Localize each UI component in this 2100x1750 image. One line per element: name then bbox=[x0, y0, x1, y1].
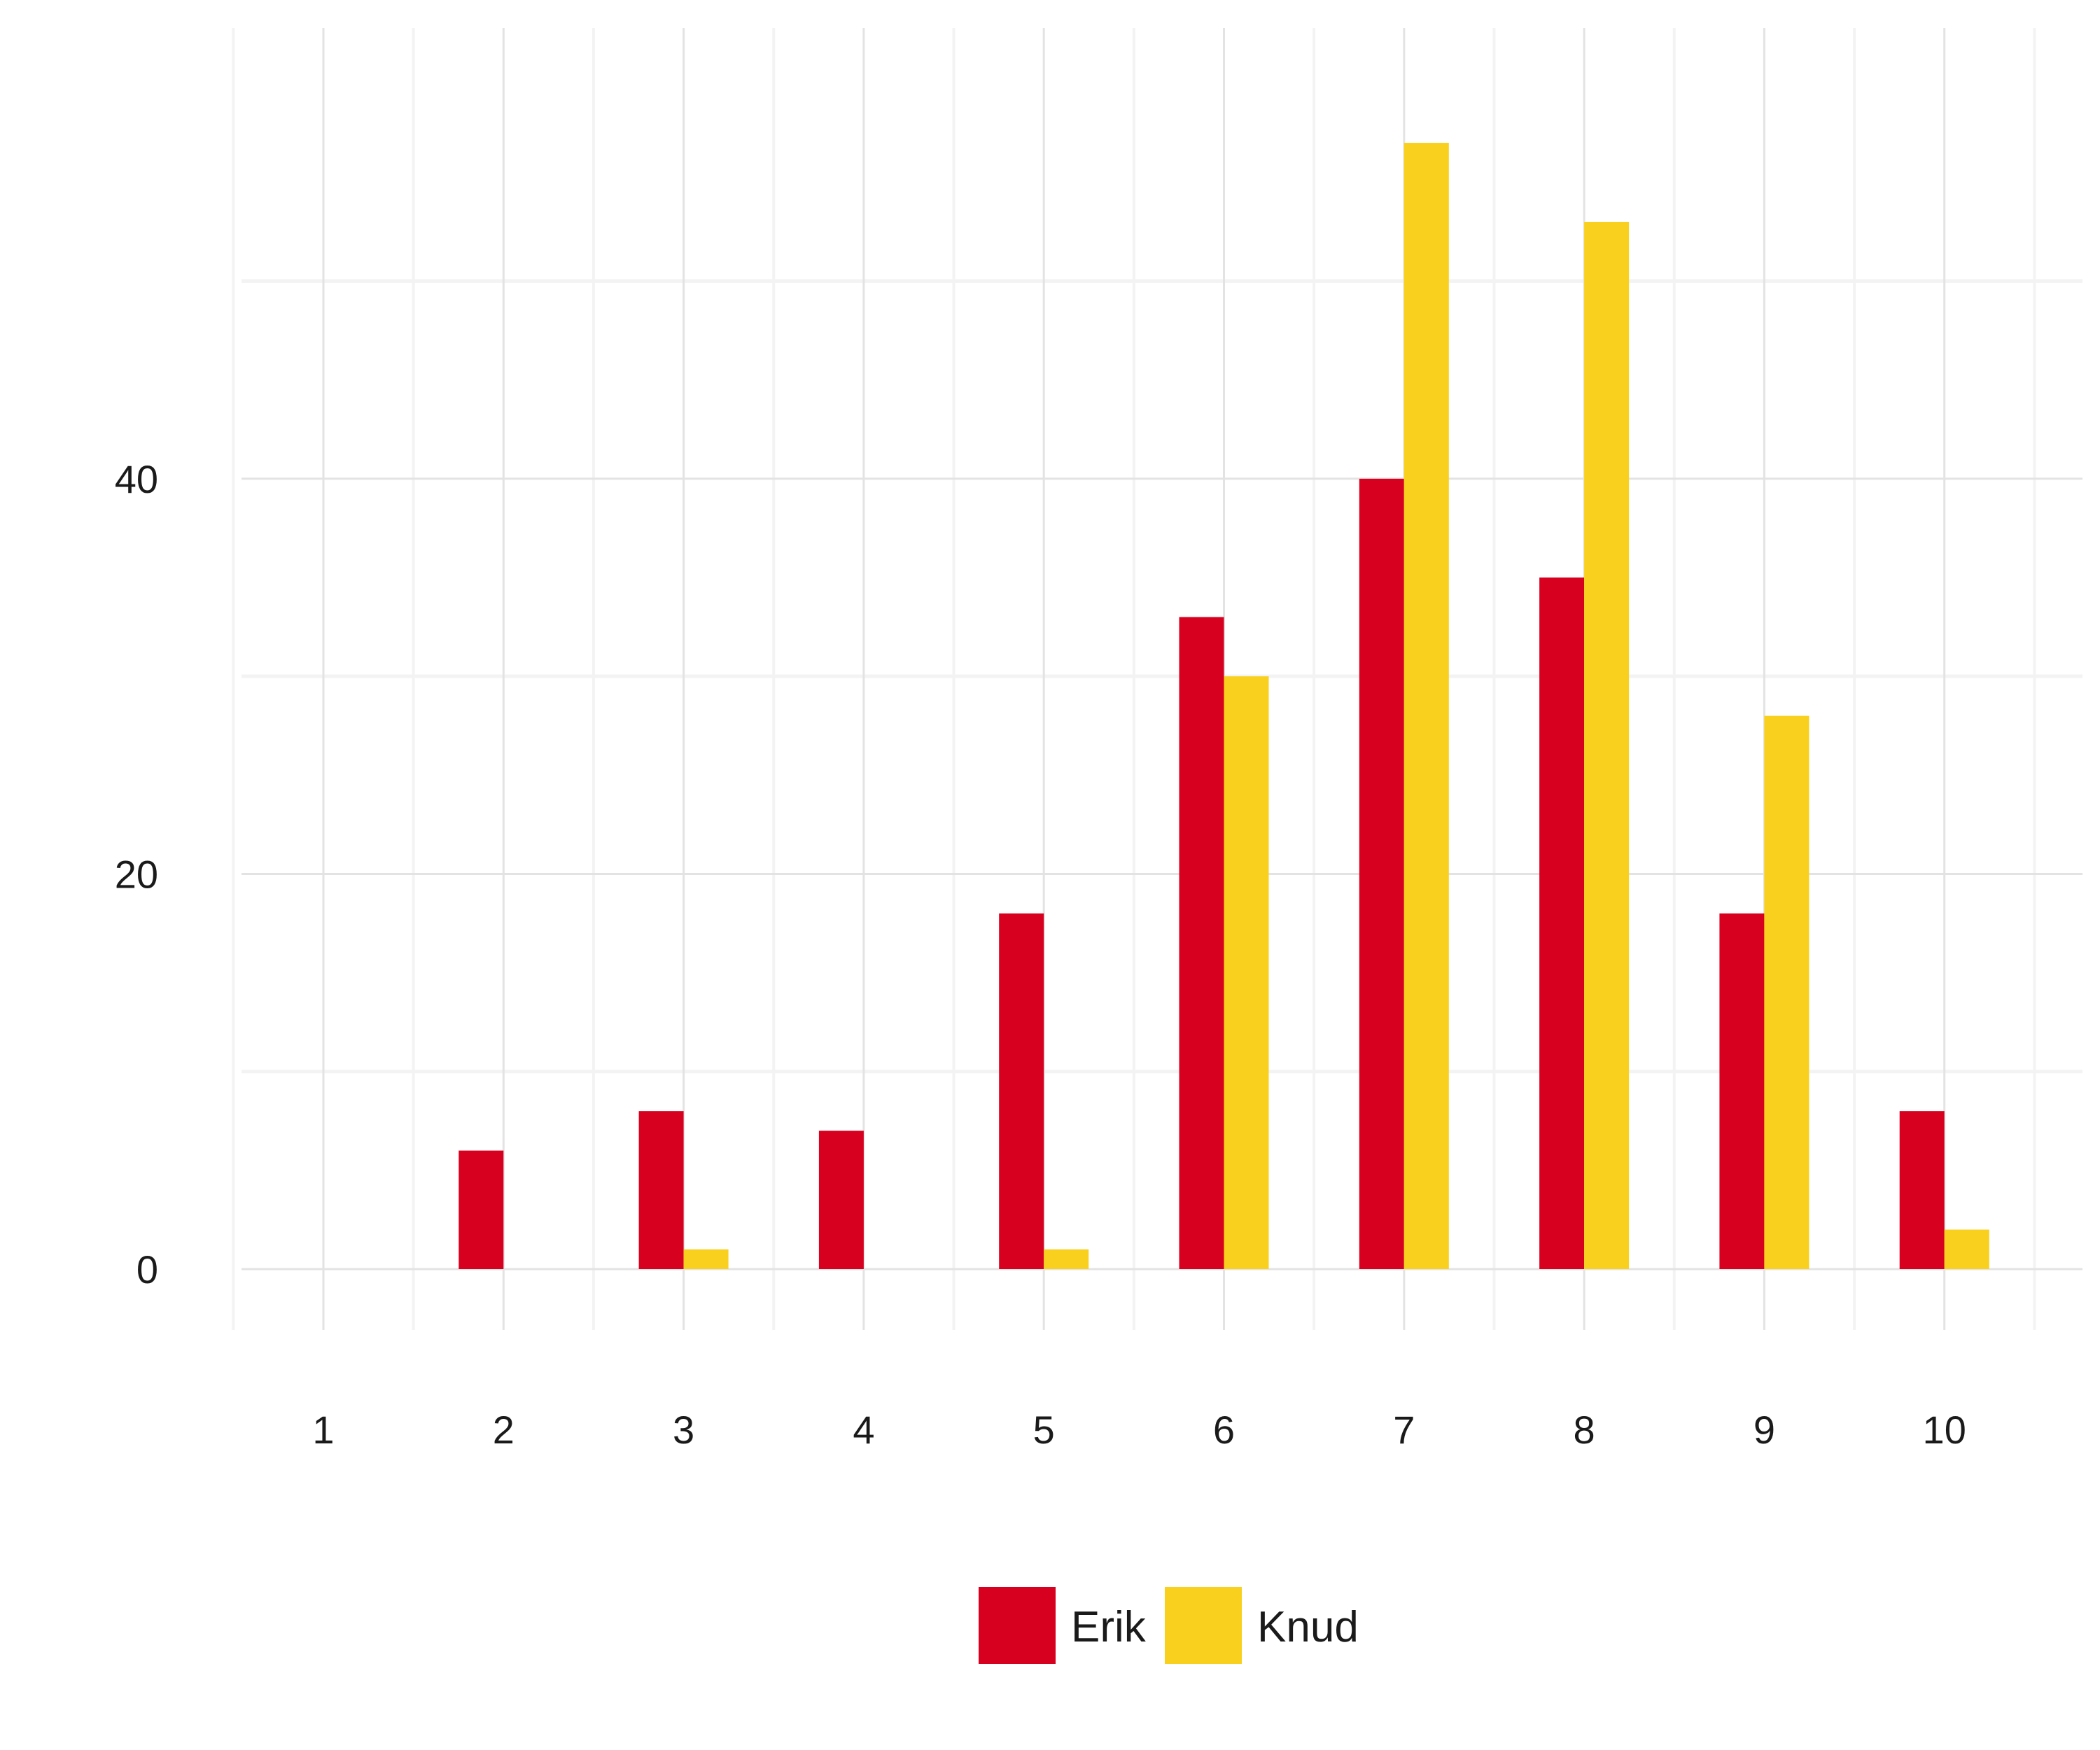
bar-knud-6 bbox=[1224, 676, 1269, 1269]
x-tick-label: 1 bbox=[312, 1408, 334, 1452]
bar-knud-9 bbox=[1764, 715, 1809, 1269]
bars bbox=[458, 143, 1989, 1270]
bar-erik-6 bbox=[1179, 617, 1224, 1269]
bar-knud-3 bbox=[683, 1249, 729, 1269]
bar-erik-3 bbox=[638, 1111, 684, 1269]
x-tick-label: 10 bbox=[1923, 1408, 1966, 1452]
bar-erik-5 bbox=[999, 913, 1044, 1269]
x-tick-label: 6 bbox=[1213, 1408, 1235, 1452]
bar-erik-2 bbox=[458, 1150, 504, 1269]
legend-label-knud: Knud bbox=[1257, 1603, 1359, 1651]
x-tick-label: 3 bbox=[673, 1408, 694, 1452]
bar-knud-10 bbox=[1944, 1229, 1989, 1269]
legend: Erik Knud bbox=[979, 1587, 1359, 1664]
y-tick-label: 0 bbox=[136, 1247, 158, 1292]
bar-erik-4 bbox=[818, 1130, 864, 1269]
x-tick-label: 8 bbox=[1574, 1408, 1595, 1452]
legend-key-erik bbox=[979, 1587, 1056, 1664]
bar-erik-10 bbox=[1899, 1111, 1945, 1269]
bar-knud-8 bbox=[1584, 221, 1630, 1269]
legend-label-erik: Erik bbox=[1071, 1603, 1147, 1651]
x-tick-label: 9 bbox=[1754, 1408, 1775, 1452]
bar-knud-5 bbox=[1044, 1249, 1089, 1269]
bar-erik-7 bbox=[1359, 478, 1404, 1269]
x-tick-label: 7 bbox=[1393, 1408, 1415, 1452]
bar-erik-8 bbox=[1539, 578, 1585, 1269]
bar-erik-9 bbox=[1719, 913, 1765, 1269]
x-tick-label: 4 bbox=[853, 1408, 874, 1452]
x-tick-label: 5 bbox=[1033, 1408, 1055, 1452]
x-axis-labels: 1 2 3 4 5 6 7 8 9 10 bbox=[312, 1408, 1966, 1452]
y-tick-label: 40 bbox=[115, 457, 158, 501]
bar-knud-7 bbox=[1404, 143, 1449, 1270]
x-tick-label: 2 bbox=[493, 1408, 514, 1452]
legend-key-knud bbox=[1165, 1587, 1242, 1664]
y-tick-label: 20 bbox=[115, 852, 158, 896]
y-axis-labels: 0 20 40 bbox=[115, 457, 158, 1292]
